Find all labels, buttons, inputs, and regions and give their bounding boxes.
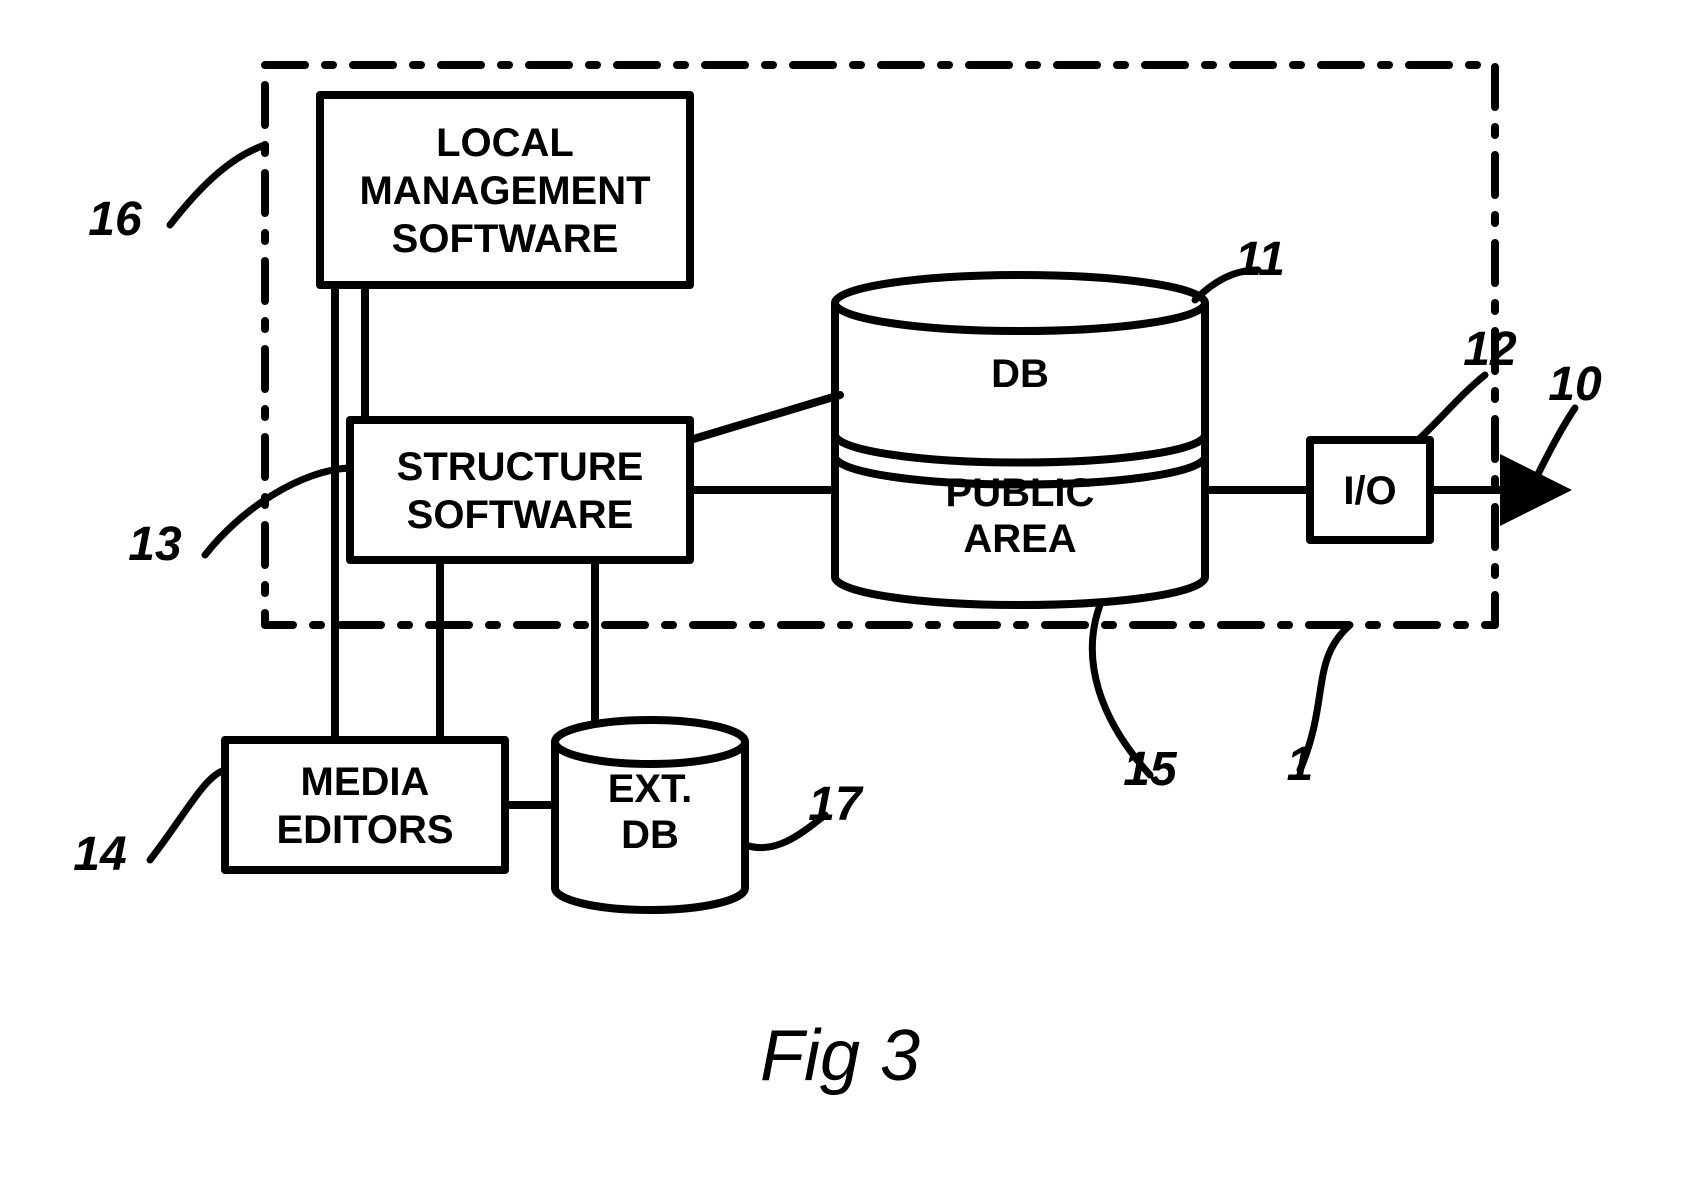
svg-text:MEDIA: MEDIA <box>301 760 430 804</box>
svg-text:PUBLIC: PUBLIC <box>946 471 1095 515</box>
node-local_mgmt: LOCALMANAGEMENTSOFTWARE <box>320 95 690 285</box>
svg-text:SOFTWARE: SOFTWARE <box>392 217 619 261</box>
ref-10: 10 <box>1548 358 1602 411</box>
svg-text:STRUCTURE: STRUCTURE <box>397 445 644 489</box>
ref-17: 17 <box>808 778 864 831</box>
ref-12: 12 <box>1463 323 1517 376</box>
node-io: I/O <box>1310 440 1430 540</box>
svg-text:EXT.: EXT. <box>608 767 692 811</box>
svg-text:AREA: AREA <box>963 517 1076 561</box>
svg-text:DB: DB <box>621 813 679 857</box>
node-media_editors: MEDIAEDITORS <box>225 740 505 870</box>
node-db-stack: DB PUBLICAREA <box>835 275 1205 605</box>
leader-16 <box>170 145 265 225</box>
figure-caption: Fig 3 <box>760 1016 920 1096</box>
svg-text:SOFTWARE: SOFTWARE <box>407 493 634 537</box>
diagram-canvas: LOCALMANAGEMENTSOFTWARESTRUCTURESOFTWARE… <box>0 0 1699 1178</box>
svg-text:MANAGEMENT: MANAGEMENT <box>359 169 650 213</box>
ref-15: 15 <box>1123 743 1178 796</box>
ref-1: 1 <box>1287 738 1314 791</box>
node-ext-db: EXT.DB <box>555 720 745 910</box>
leader-12 <box>1418 375 1485 440</box>
leader-10 <box>1530 408 1575 490</box>
leader-14 <box>150 770 225 860</box>
ref-13: 13 <box>128 518 182 571</box>
leader-13 <box>205 468 350 555</box>
svg-text:I/O: I/O <box>1343 469 1396 513</box>
svg-text:LOCAL: LOCAL <box>436 121 574 165</box>
node-structure_sw: STRUCTURESOFTWARE <box>350 420 690 560</box>
ref-11: 11 <box>1235 233 1285 286</box>
svg-text:DB: DB <box>991 352 1049 396</box>
svg-text:EDITORS: EDITORS <box>276 808 453 852</box>
ref-14: 14 <box>73 828 126 881</box>
edge-2 <box>690 395 840 440</box>
ref-16: 16 <box>88 193 142 246</box>
